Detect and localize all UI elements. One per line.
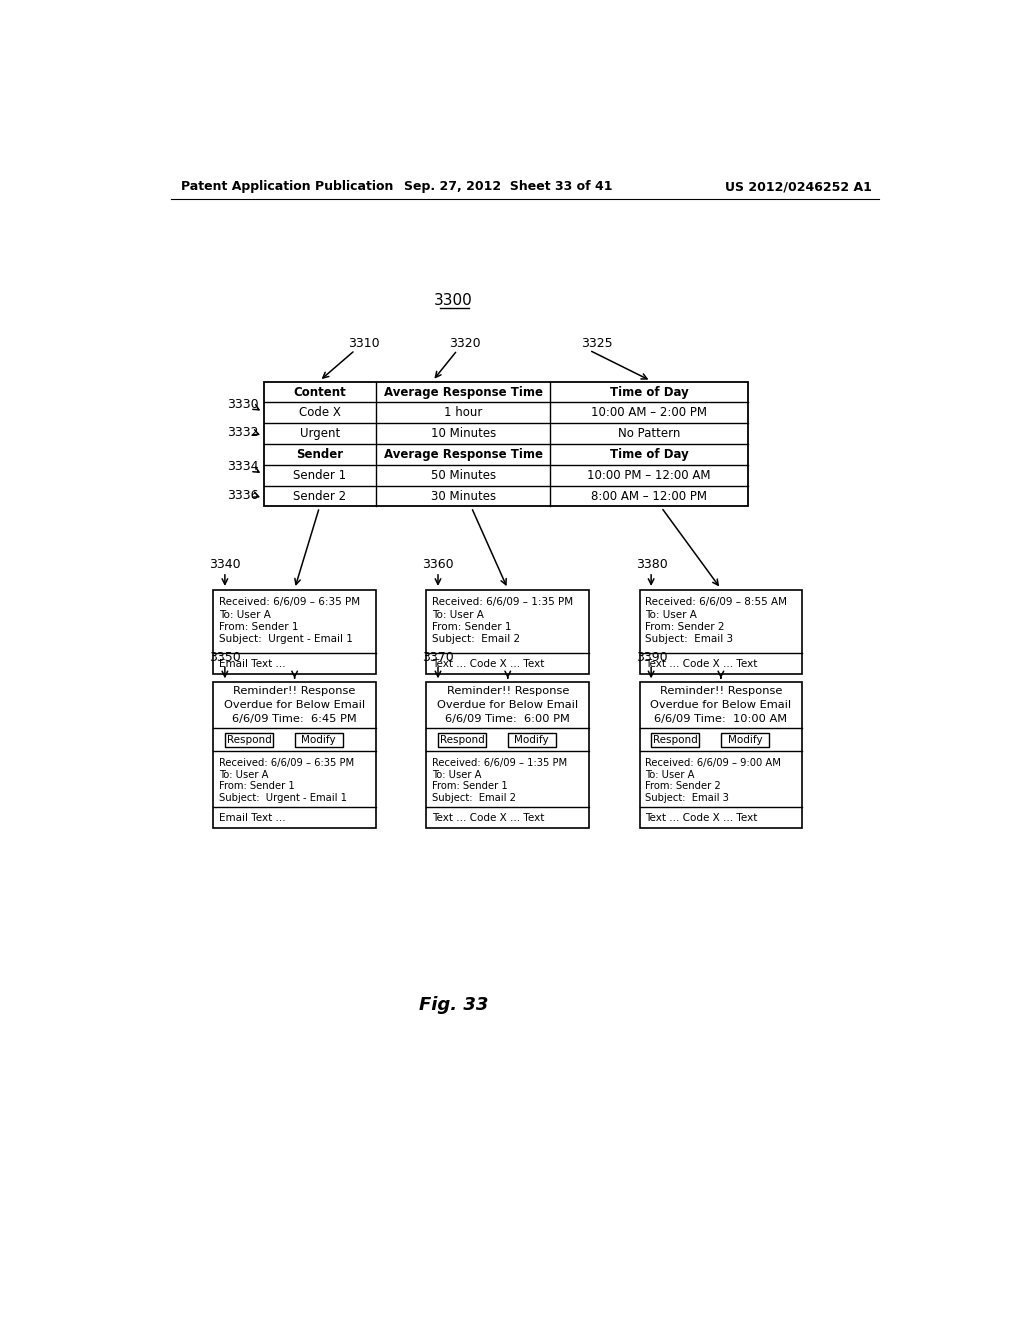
Text: Reminder!! Response: Reminder!! Response: [446, 686, 569, 696]
Text: To: User A: To: User A: [432, 770, 481, 780]
Text: Sender 2: Sender 2: [293, 490, 346, 503]
Text: 8:00 AM – 12:00 PM: 8:00 AM – 12:00 PM: [591, 490, 708, 503]
Text: Received: 6/6/09 – 1:35 PM: Received: 6/6/09 – 1:35 PM: [432, 598, 572, 607]
Text: 3340: 3340: [209, 558, 241, 572]
Text: Sender 1: Sender 1: [293, 469, 346, 482]
Text: Content: Content: [294, 385, 346, 399]
Text: Text ... Code X ... Text: Text ... Code X ... Text: [432, 659, 544, 668]
Text: No Pattern: No Pattern: [618, 428, 680, 440]
Text: Received: 6/6/09 – 6:35 PM: Received: 6/6/09 – 6:35 PM: [219, 758, 354, 768]
Text: US 2012/0246252 A1: US 2012/0246252 A1: [725, 181, 872, 194]
Text: Fig. 33: Fig. 33: [419, 997, 488, 1014]
Text: To: User A: To: User A: [645, 770, 694, 780]
Text: Respond: Respond: [439, 735, 484, 744]
Text: 3334: 3334: [227, 461, 259, 474]
Text: 30 Minutes: 30 Minutes: [431, 490, 496, 503]
Text: From: Sender 2: From: Sender 2: [645, 622, 724, 632]
Text: 10:00 PM – 12:00 AM: 10:00 PM – 12:00 AM: [588, 469, 711, 482]
Text: Reminder!! Response: Reminder!! Response: [233, 686, 355, 696]
Bar: [508, 733, 556, 747]
Text: To: User A: To: User A: [219, 610, 270, 619]
Text: To: User A: To: User A: [219, 770, 268, 780]
Text: Time of Day: Time of Day: [610, 385, 688, 399]
Text: Modify: Modify: [301, 735, 336, 744]
Text: 3390: 3390: [636, 651, 668, 664]
Text: Text ... Code X ... Text: Text ... Code X ... Text: [645, 813, 758, 822]
Text: Text ... Code X ... Text: Text ... Code X ... Text: [432, 813, 544, 822]
Bar: [213, 682, 376, 829]
Text: Subject:  Urgent - Email 1: Subject: Urgent - Email 1: [219, 635, 352, 644]
Bar: [213, 590, 376, 675]
Text: Received: 6/6/09 – 1:35 PM: Received: 6/6/09 – 1:35 PM: [432, 758, 567, 768]
Text: Code X: Code X: [299, 407, 341, 420]
Text: From: Sender 1: From: Sender 1: [219, 622, 298, 632]
Text: Received: 6/6/09 – 9:00 AM: Received: 6/6/09 – 9:00 AM: [645, 758, 781, 768]
Text: Subject:  Email 3: Subject: Email 3: [645, 635, 733, 644]
Text: 1 hour: 1 hour: [444, 407, 482, 420]
Text: Email Text ...: Email Text ...: [219, 659, 286, 668]
Text: 3332: 3332: [227, 426, 259, 440]
Text: Modify: Modify: [514, 735, 549, 744]
Text: Urgent: Urgent: [300, 428, 340, 440]
Bar: [263, 381, 748, 507]
Text: To: User A: To: User A: [645, 610, 696, 619]
Text: 6/6/09 Time:  6:45 PM: 6/6/09 Time: 6:45 PM: [232, 714, 357, 723]
Text: Received: 6/6/09 – 8:55 AM: Received: 6/6/09 – 8:55 AM: [645, 598, 786, 607]
Text: Sep. 27, 2012  Sheet 33 of 41: Sep. 27, 2012 Sheet 33 of 41: [403, 181, 612, 194]
Text: Subject:  Email 2: Subject: Email 2: [432, 793, 516, 803]
Text: Respond: Respond: [226, 735, 271, 744]
Text: Email Text ...: Email Text ...: [219, 813, 286, 822]
Text: Overdue for Below Email: Overdue for Below Email: [437, 700, 579, 710]
Text: 3360: 3360: [423, 558, 454, 572]
Text: 3330: 3330: [227, 397, 259, 411]
Bar: [651, 733, 699, 747]
Text: Received: 6/6/09 – 6:35 PM: Received: 6/6/09 – 6:35 PM: [219, 598, 359, 607]
Text: 50 Minutes: 50 Minutes: [431, 469, 496, 482]
Bar: [640, 682, 802, 829]
Bar: [225, 733, 273, 747]
Text: Modify: Modify: [728, 735, 762, 744]
Bar: [426, 682, 589, 829]
Text: Reminder!! Response: Reminder!! Response: [659, 686, 782, 696]
Text: 3320: 3320: [450, 337, 481, 350]
Text: Overdue for Below Email: Overdue for Below Email: [650, 700, 792, 710]
Text: Text ... Code X ... Text: Text ... Code X ... Text: [645, 659, 758, 668]
Text: 10:00 AM – 2:00 PM: 10:00 AM – 2:00 PM: [591, 407, 708, 420]
Text: 3380: 3380: [636, 558, 668, 572]
Text: Average Response Time: Average Response Time: [384, 447, 543, 461]
Text: 3310: 3310: [348, 337, 380, 350]
Text: 6/6/09 Time:  10:00 AM: 6/6/09 Time: 10:00 AM: [654, 714, 787, 723]
Text: Subject:  Urgent - Email 1: Subject: Urgent - Email 1: [219, 793, 347, 803]
Text: To: User A: To: User A: [432, 610, 483, 619]
Text: Subject:  Email 2: Subject: Email 2: [432, 635, 520, 644]
Text: Time of Day: Time of Day: [610, 447, 688, 461]
Text: Sender: Sender: [296, 447, 343, 461]
Text: 6/6/09 Time:  6:00 PM: 6/6/09 Time: 6:00 PM: [445, 714, 570, 723]
Text: 3325: 3325: [581, 337, 612, 350]
Text: 3300: 3300: [434, 293, 473, 309]
Text: 10 Minutes: 10 Minutes: [430, 428, 496, 440]
Text: 3336: 3336: [227, 488, 259, 502]
Text: From: Sender 2: From: Sender 2: [645, 781, 721, 791]
Bar: [426, 590, 589, 675]
Text: Respond: Respond: [652, 735, 697, 744]
Text: From: Sender 1: From: Sender 1: [432, 781, 508, 791]
Bar: [438, 733, 486, 747]
Text: Average Response Time: Average Response Time: [384, 385, 543, 399]
Text: 3370: 3370: [423, 651, 455, 664]
Text: Overdue for Below Email: Overdue for Below Email: [224, 700, 366, 710]
Text: From: Sender 1: From: Sender 1: [219, 781, 295, 791]
Bar: [721, 733, 769, 747]
Bar: [295, 733, 343, 747]
Text: Patent Application Publication: Patent Application Publication: [180, 181, 393, 194]
Bar: [640, 590, 802, 675]
Text: Subject:  Email 3: Subject: Email 3: [645, 793, 729, 803]
Text: 3350: 3350: [209, 651, 241, 664]
Text: From: Sender 1: From: Sender 1: [432, 622, 511, 632]
